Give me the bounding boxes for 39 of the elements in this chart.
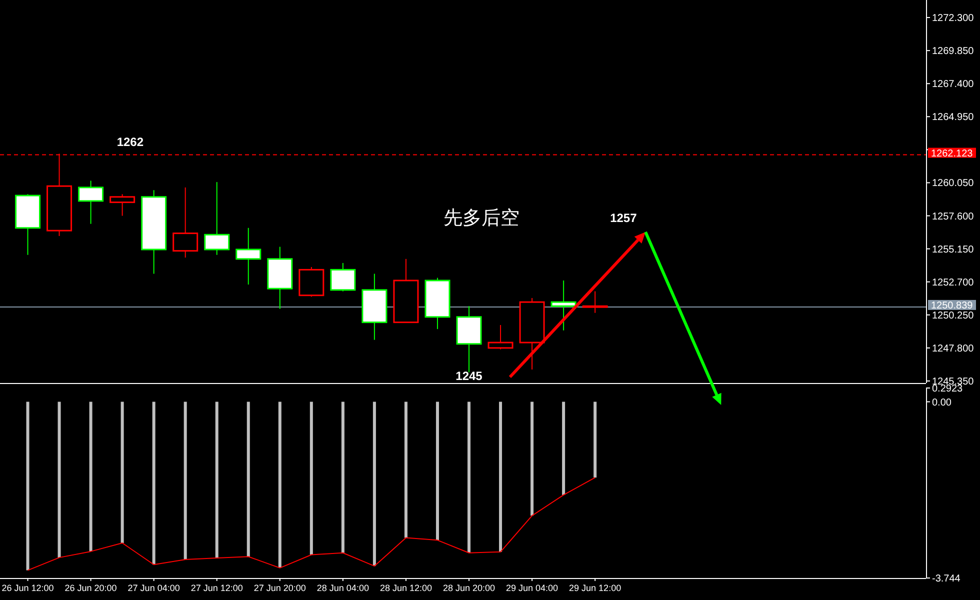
- candlestick: [204, 182, 230, 256]
- candlestick: [330, 262, 356, 292]
- x-tick-label: 27 Jun 12:00: [190, 583, 243, 593]
- candlestick: [236, 227, 262, 286]
- x-tick-label: 28 Jun 04:00: [316, 583, 369, 593]
- line-series: [27, 477, 596, 571]
- candlestick: [110, 194, 136, 216]
- y-tick-label: 1260.050: [932, 178, 974, 190]
- annotation: 先多后空: [444, 207, 520, 229]
- ref-line-label: 1262.123: [931, 148, 974, 160]
- x-tick-label: 28 Jun 20:00: [442, 583, 496, 593]
- y-tick-label: 1264.950: [932, 112, 974, 124]
- x-tick-label: 27 Jun 20:00: [254, 583, 306, 593]
- candlestick: [582, 290, 608, 314]
- annotation: 1262: [116, 135, 144, 149]
- y-tick-label: 1247.800: [932, 343, 974, 354]
- y-tick-label: 1272.300: [932, 13, 974, 24]
- annotation: 1245: [456, 369, 483, 383]
- y-tick-label: -3.744: [932, 574, 961, 584]
- candlestick: [78, 180, 104, 224]
- y-tick-label: 1269.850: [932, 46, 974, 58]
- y-tick-label: 0.2923: [932, 384, 964, 394]
- y-tick-label: 1252.700: [932, 277, 974, 288]
- ref-line-label: 1250.839: [931, 300, 974, 312]
- candlestick: [172, 186, 198, 258]
- y-tick-label: 0.00: [932, 397, 952, 408]
- y-tick-label: 1255.150: [932, 244, 974, 256]
- candlestick: [550, 280, 576, 331]
- y-tick-label: 1257.600: [932, 211, 974, 222]
- y-tick-label: 1250.250: [932, 310, 974, 322]
- x-tick-label: 29 Jun 04:00: [506, 583, 558, 593]
- y-tick-label: 1267.400: [932, 79, 974, 90]
- x-tick-label: 26 Jun 20:00: [64, 583, 117, 593]
- x-tick-label: 28 Jun 12:00: [380, 583, 432, 593]
- annotation: 1257: [610, 211, 638, 225]
- candlestick: [488, 324, 514, 350]
- x-tick-label: 26 Jun 12:00: [2, 583, 54, 593]
- x-tick-label: 27 Jun 04:00: [128, 583, 180, 593]
- x-tick-label: 29 Jun 12:00: [569, 583, 622, 593]
